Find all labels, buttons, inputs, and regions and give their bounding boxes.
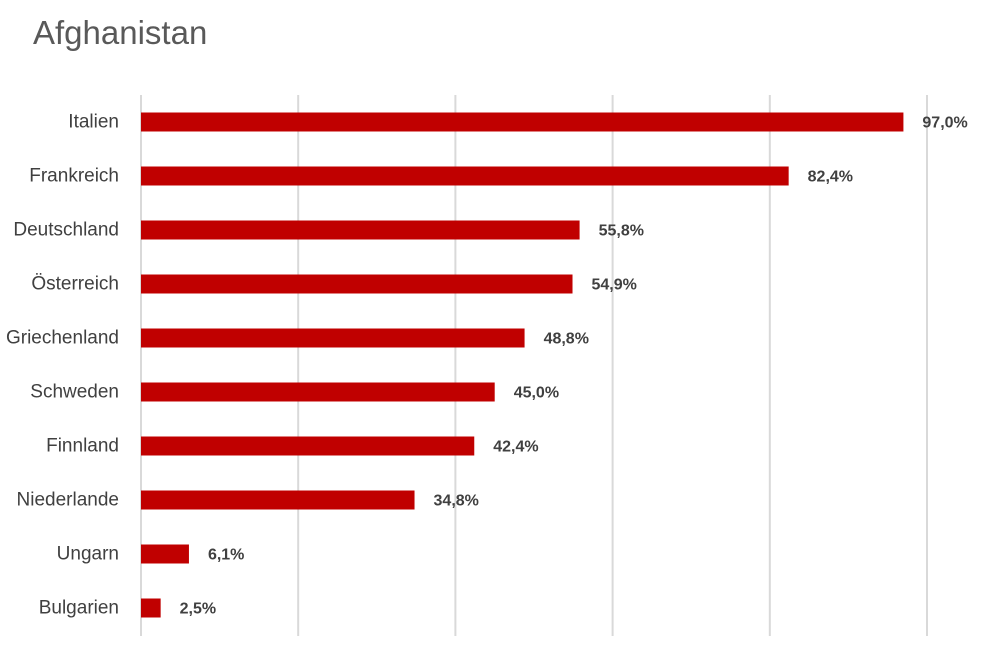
- category-label: Griechenland: [6, 328, 119, 349]
- bar: [141, 328, 525, 348]
- bar: [141, 544, 189, 564]
- category-label: Ungarn: [57, 544, 119, 565]
- data-label: 48,8%: [544, 331, 589, 348]
- data-label: 42,4%: [493, 439, 538, 456]
- category-label: Deutschland: [13, 220, 119, 241]
- category-label: Schweden: [30, 382, 119, 403]
- category-label: Niederlande: [17, 490, 119, 511]
- bar: [141, 166, 789, 186]
- data-label: 54,9%: [592, 277, 637, 294]
- category-label: Frankreich: [29, 166, 119, 187]
- data-label: 97,0%: [922, 115, 967, 132]
- data-label: 2,5%: [180, 601, 216, 618]
- category-label: Italien: [68, 112, 119, 133]
- data-label: 6,1%: [208, 547, 244, 564]
- category-label: Finnland: [46, 436, 119, 457]
- chart-title: Afghanistan: [33, 14, 208, 51]
- bar: [141, 382, 495, 402]
- bar: [141, 598, 161, 618]
- data-label: 82,4%: [808, 169, 853, 186]
- bars: [141, 112, 904, 618]
- data-label: 55,8%: [599, 223, 644, 240]
- bar: [141, 220, 580, 240]
- labels: Italien 97,0% Frankreich 82,4% Deutschland 55…: [6, 112, 968, 619]
- data-label: 45,0%: [514, 385, 559, 402]
- bar: [141, 436, 475, 456]
- category-label: Österreich: [31, 274, 119, 295]
- category-label: Bulgarien: [39, 598, 119, 619]
- bar: [141, 490, 415, 510]
- bar: [141, 274, 573, 294]
- bar: [141, 112, 904, 132]
- data-label: 34,8%: [434, 493, 479, 510]
